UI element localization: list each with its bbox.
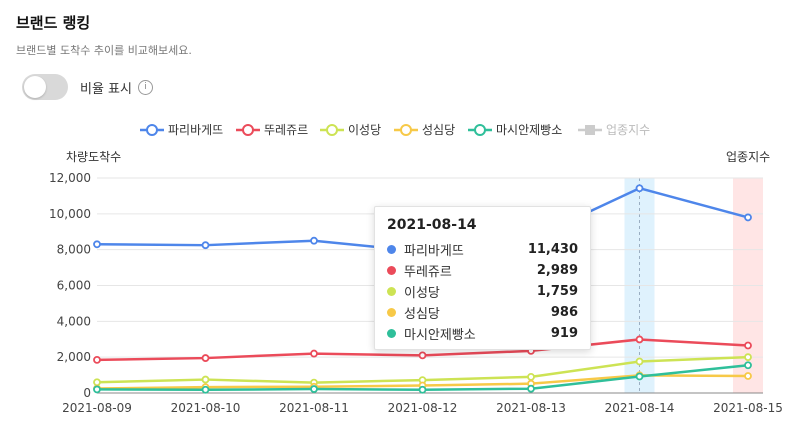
ratio-toggle-label: 비율 표시 <box>80 81 132 97</box>
tooltip-value: 11,430 <box>527 242 578 257</box>
tooltip-dot <box>387 287 396 296</box>
x-tick-label: 2021-08-11 <box>279 401 349 415</box>
data-point <box>635 335 644 344</box>
tooltip-row: 성심당 986 <box>387 302 578 323</box>
data-point <box>527 372 535 381</box>
y-tick-label: 8,000 <box>57 243 91 257</box>
data-point <box>310 236 318 245</box>
data-point <box>93 385 101 394</box>
chart-tooltip: 2021-08-14 파리바게뜨 11,430 뚜레쥬르 2,989 이성당 1,759 성… <box>374 206 591 350</box>
legend-marker <box>474 124 486 136</box>
legend-item[interactable]: 파리바게뜨 <box>168 123 223 137</box>
legend-marker <box>585 125 595 135</box>
tooltip-value: 986 <box>550 305 578 320</box>
legend-marker <box>400 124 412 136</box>
data-point <box>527 384 535 393</box>
y-tick-label: 0 <box>83 386 91 400</box>
legend-item[interactable]: 업종지수 <box>606 123 650 137</box>
x-tick-label: 2021-08-12 <box>388 401 458 415</box>
x-tick-label: 2021-08-14 <box>605 401 675 415</box>
data-point <box>93 378 101 387</box>
data-point <box>744 341 752 350</box>
tooltip-row: 이성당 1,759 <box>387 281 578 302</box>
tooltip-series-name: 뚜레쥬르 <box>404 265 452 280</box>
ratio-toggle-row: 비율 표시 i <box>22 74 153 100</box>
info-icon[interactable]: i <box>137 79 153 95</box>
toggle-knob <box>24 76 46 98</box>
tooltip-row: 뚜레쥬르 2,989 <box>387 260 578 281</box>
data-point <box>201 354 210 362</box>
ratio-toggle[interactable] <box>22 74 68 100</box>
tooltip-dot <box>387 329 396 338</box>
y-tick-label: 4,000 <box>57 314 91 328</box>
y-tick-label: 2,000 <box>57 350 91 364</box>
tooltip-series-name: 마시안제빵소 <box>404 328 476 343</box>
y2-axis-title: 업종지수 <box>726 150 770 164</box>
data-point <box>201 241 210 250</box>
tooltip-value: 919 <box>550 326 578 341</box>
data-point <box>201 385 210 394</box>
data-point <box>635 184 644 193</box>
data-point <box>310 349 318 358</box>
data-point <box>744 372 752 380</box>
tooltip-series-name: 이성당 <box>404 286 440 301</box>
y-tick-label: 6,000 <box>57 279 91 293</box>
data-point <box>635 357 644 366</box>
legend-item[interactable]: 뚜레쥬르 <box>264 123 308 137</box>
data-point <box>418 385 427 394</box>
x-tick-label: 2021-08-15 <box>713 401 783 415</box>
page-title: 브랜드 랭킹 <box>16 14 91 32</box>
data-point <box>744 353 752 362</box>
legend-item[interactable]: 마시안제빵소 <box>496 123 562 137</box>
y-tick-label: 12,000 <box>49 171 91 185</box>
tooltip-value: 1,759 <box>536 284 578 299</box>
legend-item[interactable]: 성심당 <box>422 123 455 137</box>
data-point <box>93 355 101 364</box>
legend-item[interactable]: 이성당 <box>348 123 381 137</box>
legend-marker <box>146 124 158 136</box>
data-point <box>201 375 210 384</box>
x-tick-label: 2021-08-10 <box>171 401 241 415</box>
tooltip-series-name: 성심당 <box>404 307 440 322</box>
y-tick-label: 10,000 <box>49 207 91 221</box>
data-point <box>744 361 752 370</box>
data-point <box>93 240 101 249</box>
x-tick-label: 2021-08-13 <box>496 401 566 415</box>
page-subtitle: 브랜드별 도착수 추이를 비교해보세요. <box>16 44 192 57</box>
x-tick-label: 2021-08-09 <box>62 401 132 415</box>
legend-marker <box>242 124 254 136</box>
data-point <box>635 372 644 381</box>
tooltip-date: 2021-08-14 <box>387 217 477 233</box>
tooltip-row: 파리바게뜨 11,430 <box>387 239 578 260</box>
data-point <box>744 213 752 222</box>
tooltip-dot <box>387 266 396 275</box>
tooltip-dot <box>387 308 396 317</box>
tooltip-dot <box>387 245 396 254</box>
tooltip-series-name: 파리바게뜨 <box>404 244 464 259</box>
y-axis-title: 차량도착수 <box>66 150 121 164</box>
data-point <box>310 385 318 393</box>
legend-marker <box>326 124 338 136</box>
tooltip-row: 마시안제빵소 919 <box>387 323 578 344</box>
tooltip-value: 2,989 <box>536 263 578 278</box>
data-point <box>418 351 427 360</box>
